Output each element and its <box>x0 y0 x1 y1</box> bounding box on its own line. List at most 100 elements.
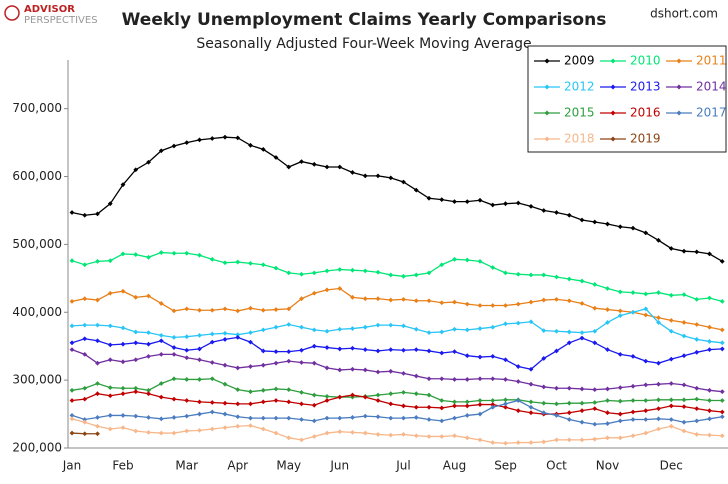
point <box>681 320 687 325</box>
point <box>260 399 266 405</box>
point <box>273 360 279 366</box>
point <box>515 200 521 206</box>
point <box>426 270 432 276</box>
point <box>107 323 113 329</box>
point <box>184 306 190 312</box>
point <box>668 403 674 409</box>
point <box>630 383 636 389</box>
point <box>184 355 190 361</box>
point <box>222 400 228 406</box>
point <box>337 429 343 435</box>
point <box>452 399 457 405</box>
point <box>477 354 483 360</box>
point <box>452 415 457 421</box>
point <box>681 382 687 388</box>
point <box>503 357 508 363</box>
point <box>146 341 151 347</box>
chart-subtitle: Seasonally Adjusted Four-Week Moving Ave… <box>196 36 531 52</box>
point <box>656 237 661 243</box>
series-line <box>71 418 723 444</box>
point <box>197 427 202 433</box>
point <box>541 328 547 333</box>
point <box>133 252 139 257</box>
point <box>707 416 712 422</box>
point <box>350 326 355 331</box>
point <box>171 376 177 382</box>
point <box>260 362 266 368</box>
point <box>503 397 508 403</box>
series-line <box>71 136 723 262</box>
point <box>579 437 585 443</box>
point <box>617 418 623 424</box>
point <box>95 415 100 420</box>
point <box>656 320 661 325</box>
point <box>490 265 496 270</box>
point <box>426 298 432 304</box>
point <box>401 179 406 185</box>
point <box>82 396 88 402</box>
point <box>668 417 674 422</box>
point <box>375 296 381 302</box>
point <box>158 416 164 422</box>
point <box>209 426 215 432</box>
point <box>439 405 445 411</box>
point <box>719 258 725 264</box>
point <box>133 329 139 335</box>
point <box>388 272 394 278</box>
point <box>643 306 649 312</box>
legend-marker <box>676 84 682 90</box>
point <box>515 408 521 414</box>
point <box>452 326 457 332</box>
point <box>375 173 381 179</box>
series-line <box>71 251 723 303</box>
point <box>324 268 330 274</box>
point <box>133 413 139 419</box>
point <box>707 295 712 301</box>
point <box>592 328 598 334</box>
point <box>707 408 712 414</box>
point <box>681 397 687 403</box>
point <box>273 398 279 403</box>
point <box>656 290 661 295</box>
point <box>337 415 343 421</box>
point <box>362 413 368 419</box>
point <box>656 397 661 403</box>
x-tick-label: Feb <box>112 459 133 473</box>
point <box>477 437 483 443</box>
point <box>515 271 521 277</box>
legend-label: 2013 <box>630 80 661 94</box>
point <box>197 332 202 338</box>
point <box>707 432 712 438</box>
point <box>209 360 215 365</box>
point <box>286 399 292 405</box>
point <box>592 421 598 427</box>
point <box>158 381 164 386</box>
point <box>171 308 177 314</box>
point <box>69 416 75 422</box>
point <box>324 287 330 293</box>
point <box>235 135 241 141</box>
point <box>324 398 330 403</box>
point <box>643 408 649 414</box>
point <box>260 307 266 313</box>
point <box>579 278 585 284</box>
legend-marker <box>676 58 682 64</box>
point <box>120 341 126 347</box>
point <box>503 321 508 327</box>
point <box>222 362 228 368</box>
point <box>184 250 190 256</box>
point <box>490 402 496 407</box>
point <box>439 329 445 335</box>
point <box>299 360 304 365</box>
point <box>490 376 496 382</box>
point <box>337 346 343 352</box>
point <box>362 430 368 436</box>
point <box>464 327 470 333</box>
series-line <box>71 399 723 425</box>
point <box>566 417 572 422</box>
x-tick-label: Apr <box>227 459 248 473</box>
point <box>324 328 330 334</box>
point <box>477 411 483 417</box>
point <box>413 326 419 332</box>
